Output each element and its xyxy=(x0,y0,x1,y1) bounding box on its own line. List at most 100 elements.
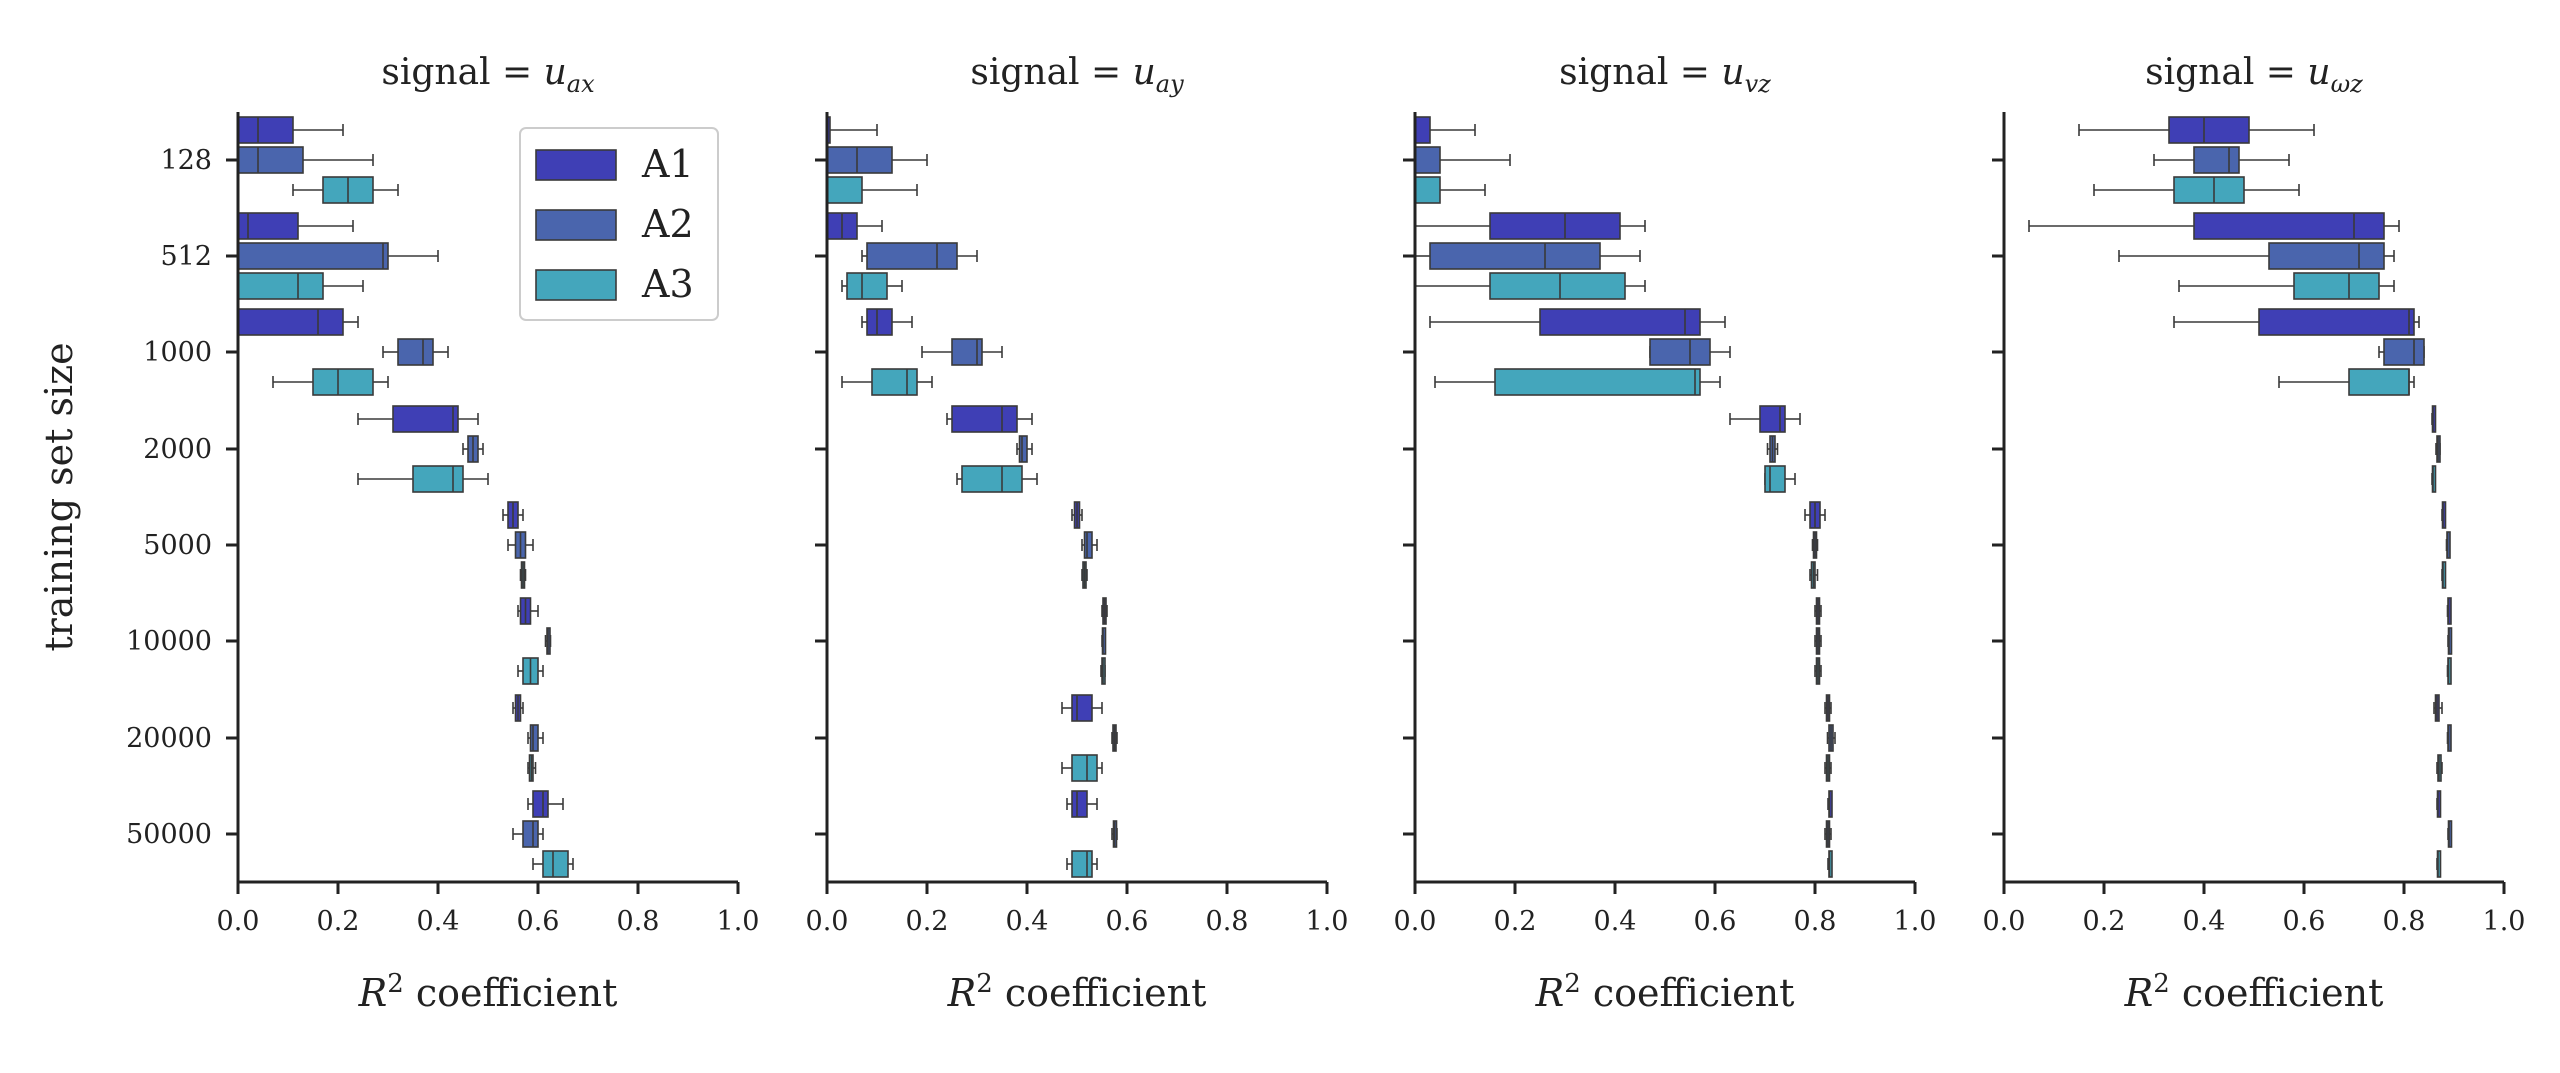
x-tick-label: 0.8 xyxy=(1206,906,1249,937)
box-a1-1000 xyxy=(861,308,913,336)
box-a3-1000 xyxy=(1434,368,1721,396)
box-a1-512 xyxy=(1414,212,1646,240)
box-a2-512 xyxy=(2118,242,2395,270)
box-a2-10000 xyxy=(2447,627,2453,655)
box-a2-2000 xyxy=(1016,435,1033,463)
y-tick-label: 5000 xyxy=(143,530,212,561)
box-a2-20000 xyxy=(527,724,544,752)
box-a3-2000 xyxy=(2431,465,2437,493)
box-a1-128 xyxy=(237,116,344,144)
x-tick-label: 0.0 xyxy=(806,906,849,937)
box-a1-128 xyxy=(2078,116,2315,144)
box-a1-5000 xyxy=(1071,501,1083,529)
box-a1-2000 xyxy=(2431,405,2437,433)
box-rect xyxy=(237,242,389,270)
box-a3-2000 xyxy=(357,465,489,493)
y-tick-label: 50000 xyxy=(126,819,212,850)
x-tick-label: 0.6 xyxy=(1694,906,1737,937)
x-tick-label: 0.2 xyxy=(2083,906,2126,937)
box-a2-5000 xyxy=(2445,531,2451,559)
x-axis-label: R2 coefficient xyxy=(2124,969,2384,1015)
box-rect xyxy=(951,405,1018,433)
box-rect xyxy=(1489,272,1626,300)
box-a3-20000 xyxy=(1061,754,1103,782)
box-a2-512 xyxy=(1414,242,1641,270)
box-rect xyxy=(846,272,888,300)
box-a2-5000 xyxy=(1081,531,1098,559)
box-a1-50000 xyxy=(1066,790,1098,818)
y-axis-label: training set size xyxy=(37,342,81,651)
y-tick-label: 512 xyxy=(160,241,212,272)
box-a2-1000 xyxy=(382,338,449,366)
box-rect xyxy=(237,308,344,336)
legend-swatch-a2 xyxy=(535,209,617,241)
box-a3-10000 xyxy=(517,657,544,685)
box-rect xyxy=(237,146,304,174)
box-rect xyxy=(397,338,434,366)
x-tick-label: 0.0 xyxy=(1394,906,1437,937)
box-a1-512 xyxy=(826,212,883,240)
box-a3-50000 xyxy=(1066,850,1098,878)
box-rect xyxy=(237,212,299,240)
box-a3-5000 xyxy=(519,561,527,589)
box-a2-1000 xyxy=(1649,338,1731,366)
box-rect xyxy=(1494,368,1701,396)
box-a1-2000 xyxy=(1729,405,1801,433)
box-a1-512 xyxy=(237,212,354,240)
box-rect xyxy=(1071,790,1088,818)
box-rect xyxy=(1759,405,1786,433)
box-a3-2000 xyxy=(1764,465,1796,493)
box-rect xyxy=(529,724,539,752)
legend-label-a3: A3 xyxy=(641,262,694,306)
box-rect xyxy=(412,465,464,493)
box-a3-512 xyxy=(2178,272,2395,300)
box-rect xyxy=(2293,272,2380,300)
box-a2-10000 xyxy=(1101,627,1107,655)
box-a3-1000 xyxy=(272,368,389,396)
box-a3-128 xyxy=(2093,176,2300,204)
box-rect xyxy=(826,176,863,204)
box-a1-1000 xyxy=(237,308,359,336)
box-rect xyxy=(826,146,893,174)
box-a2-2000 xyxy=(462,435,484,463)
box-a3-2000 xyxy=(956,465,1038,493)
box-rect xyxy=(1414,176,1441,204)
box-a1-50000 xyxy=(1827,790,1833,818)
box-a3-5000 xyxy=(1809,561,1819,589)
box-rect xyxy=(1539,308,1701,336)
panel-title: signal = uvz xyxy=(1559,52,1771,98)
box-rect xyxy=(1071,850,1093,878)
box-a3-5000 xyxy=(1081,561,1088,589)
y-tick-label: 128 xyxy=(160,145,212,176)
box-a1-10000 xyxy=(2446,597,2452,625)
x-axis-label: R2 coefficient xyxy=(947,969,1207,1015)
box-a2-2000 xyxy=(1766,435,1779,463)
y-tick-label: 1000 xyxy=(143,337,212,368)
panel-3: signal = uvz 0.0 0.2 0.4 0.6 0.8 1.0 R2 coeffic… xyxy=(1394,52,1937,1015)
box-a1-10000 xyxy=(1814,597,1822,625)
box-a2-128 xyxy=(826,146,928,174)
x-tick-label: 1.0 xyxy=(2483,906,2526,937)
y-tick-label: 10000 xyxy=(126,626,212,657)
box-a3-512 xyxy=(841,272,903,300)
box-rect xyxy=(1414,116,1431,144)
box-rect xyxy=(1429,242,1601,270)
box-a2-5000 xyxy=(1811,531,1819,559)
box-a3-20000 xyxy=(1824,754,1832,782)
box-a2-20000 xyxy=(1826,724,1836,752)
box-a1-20000 xyxy=(2433,694,2443,722)
box-a2-50000 xyxy=(512,820,544,848)
box-a3-10000 xyxy=(1100,657,1106,685)
x-axis-label: R2 coefficient xyxy=(358,969,618,1015)
box-rect xyxy=(237,116,294,144)
box-rect xyxy=(1083,531,1093,559)
box-a1-5000 xyxy=(1804,501,1826,529)
x-tick-label: 0.8 xyxy=(617,906,660,937)
box-a2-5000 xyxy=(507,531,534,559)
box-a3-128 xyxy=(826,176,918,204)
box-a1-20000 xyxy=(1824,694,1832,722)
box-a3-1000 xyxy=(2278,368,2415,396)
box-a1-128 xyxy=(826,116,878,144)
box-rect xyxy=(871,368,918,396)
box-a2-20000 xyxy=(1111,724,1118,752)
